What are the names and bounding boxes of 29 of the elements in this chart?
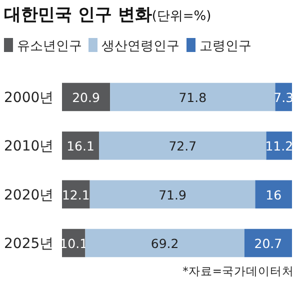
data-label: 71.8: [178, 90, 207, 105]
bar: [90, 180, 256, 208]
bar: [266, 132, 292, 160]
bar: [62, 180, 90, 208]
legend-label: 생산연령인구: [102, 39, 180, 54]
chart-subtitle: (단위=%): [152, 9, 212, 24]
data-label: 20.7: [254, 236, 282, 252]
data-label: 16.1: [66, 138, 94, 154]
data-label: 20.9: [72, 90, 100, 105]
bar: [62, 82, 110, 112]
data-label: 11.2: [265, 138, 294, 154]
y-tick-label: 2025년: [4, 236, 54, 252]
legend-label: 고령인구: [200, 39, 252, 54]
annotation: *자료=국가데이터처: [182, 264, 294, 278]
data-label: 16: [266, 187, 282, 202]
data-label: 12.1: [62, 187, 90, 202]
legend-label: 유소년인구: [17, 39, 82, 54]
y-tick-label: 2020년: [4, 187, 54, 204]
bar: [85, 228, 244, 258]
y-tick-label: 2000년: [4, 90, 54, 106]
bar: [110, 82, 276, 112]
data-label: 72.7: [168, 138, 197, 154]
data-label: 69.2: [150, 236, 179, 252]
bar: [244, 228, 292, 258]
bar: [62, 132, 100, 160]
y-tick-label: 2010년: [4, 138, 54, 155]
bar: [99, 132, 266, 160]
bar: [255, 180, 292, 208]
data-label: 71.9: [158, 187, 186, 202]
